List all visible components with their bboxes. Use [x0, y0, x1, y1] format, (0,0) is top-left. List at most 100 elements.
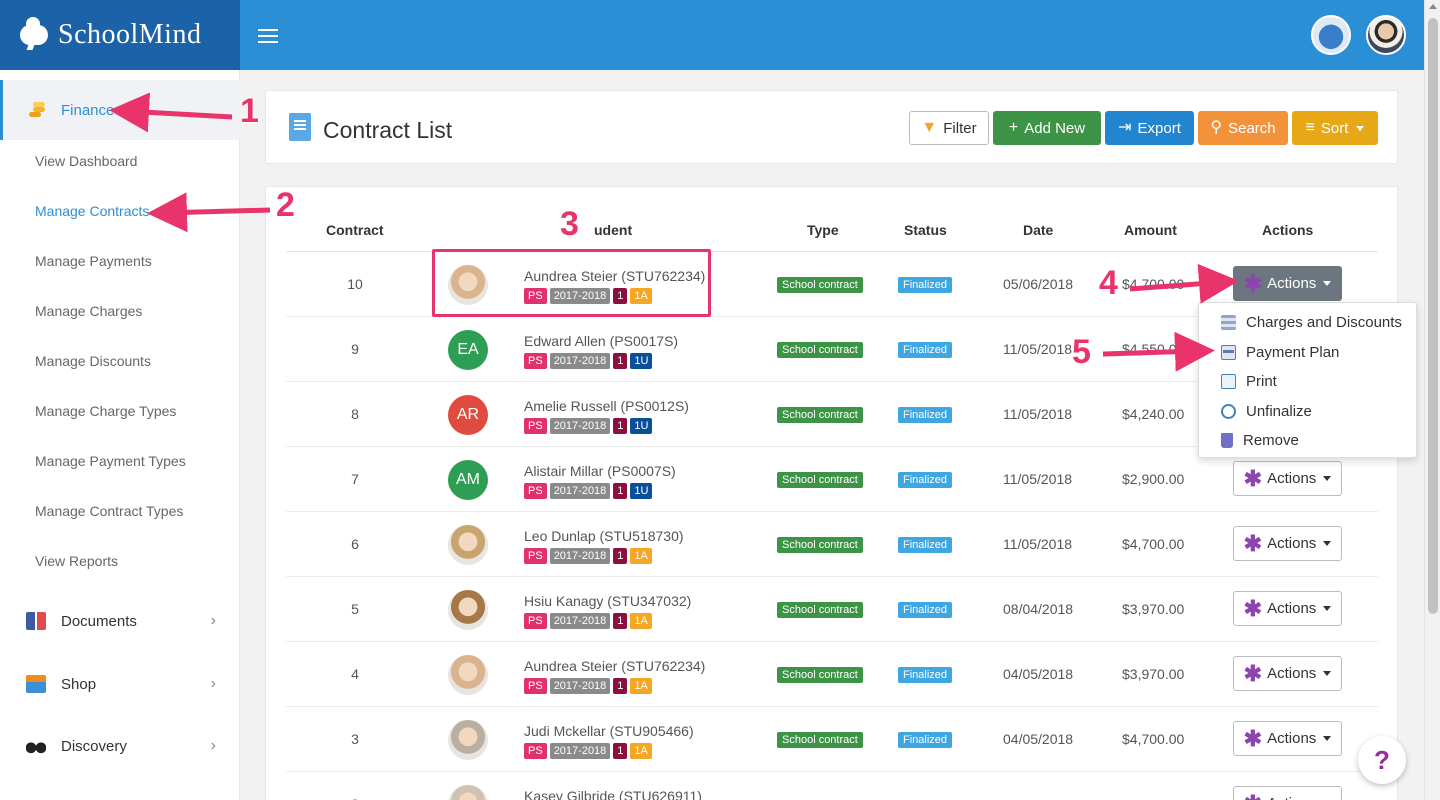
sidebar-item-finance[interactable]: Finance	[0, 80, 240, 140]
caret-down-icon	[1323, 476, 1332, 481]
student-avatar[interactable]	[448, 785, 488, 800]
actions-label: Actions	[1267, 275, 1317, 292]
actions-button[interactable]: ✱Actions	[1233, 786, 1342, 800]
sidebar-subitem-view-dashboard[interactable]: View Dashboard	[35, 153, 138, 169]
column-header-amount[interactable]: Amount	[1124, 222, 1177, 238]
export-button[interactable]: ⇥ Export	[1105, 111, 1194, 145]
add-new-button[interactable]: + Add New	[993, 111, 1101, 145]
student-name[interactable]: Hsiu Kanagy (STU347032)	[524, 593, 692, 609]
student-name[interactable]: Amelie Russell (PS0012S)	[524, 398, 689, 414]
contract-date: 11/05/2018	[1003, 341, 1073, 357]
binoculars-icon	[26, 737, 46, 755]
table-row: 5 Hsiu Kanagy (STU347032) PS 2017-2018 1 1A Sc…	[286, 577, 1378, 642]
scrollbar-thumb[interactable]	[1428, 18, 1438, 614]
annotation-number-3: 3	[559, 204, 580, 244]
sliders-icon: ≡	[1305, 119, 1315, 136]
student-tag: PS	[524, 548, 547, 564]
contract-number: 4	[351, 666, 359, 682]
contract-number: 6	[351, 536, 359, 552]
column-header-type[interactable]: Type	[807, 222, 839, 238]
student-avatar[interactable]: EA	[448, 330, 488, 370]
contract-amount: $2,900.00	[1122, 471, 1185, 487]
column-header-date[interactable]: Date	[1023, 222, 1054, 238]
student-name[interactable]: Judi Mckellar (STU905466)	[524, 723, 694, 739]
menu-item-unfinalize[interactable]: Unfinalize	[1221, 400, 1312, 422]
filter-button[interactable]: ▼ Filter	[909, 111, 989, 145]
sidebar-subitem-manage-charges[interactable]: Manage Charges	[35, 303, 143, 319]
student-tag: PS	[524, 483, 547, 499]
student-name[interactable]: Kasey Gilbride (STU626911)	[524, 788, 702, 800]
student-avatar[interactable]: AR	[448, 395, 488, 435]
asterisk-icon: ✱	[1243, 530, 1263, 556]
school-avatar[interactable]	[1311, 15, 1351, 55]
actions-button[interactable]: ✱Actions	[1233, 591, 1342, 626]
student-name[interactable]: Aundrea Steier (STU762234)	[524, 658, 706, 674]
search-button[interactable]: ⚲ Search	[1198, 111, 1288, 145]
scroll-up-icon[interactable]	[1429, 4, 1437, 9]
student-avatar[interactable]	[448, 655, 488, 695]
sidebar-subitem-manage-charge-types[interactable]: Manage Charge Types	[35, 403, 177, 419]
sidebar-subitem-manage-contracts[interactable]: Manage Contracts	[35, 203, 150, 219]
refresh-icon	[1221, 403, 1236, 419]
column-header-contract[interactable]: Contract	[326, 222, 384, 238]
table-row: 2 Kasey Gilbride (STU626911) ✱ Actions	[286, 772, 1378, 800]
sidebar-subitem-manage-payment-types[interactable]: Manage Payment Types	[35, 453, 186, 469]
actions-button[interactable]: ✱Actions	[1233, 721, 1342, 756]
user-avatar[interactable]	[1366, 15, 1406, 55]
actions-button[interactable]: ✱Actions	[1233, 266, 1342, 301]
contract-date: 11/05/2018	[1003, 536, 1073, 552]
column-header-status[interactable]: Status	[904, 222, 947, 238]
filter-label: Filter	[943, 119, 977, 137]
actions-button[interactable]: ✱Actions	[1233, 656, 1342, 691]
student-tag: 1	[613, 548, 628, 564]
chevron-right-icon: ›	[210, 737, 216, 754]
annotation-number-4: 4	[1098, 263, 1119, 303]
actions-button[interactable]: ✱Actions	[1233, 526, 1342, 561]
menu-item-remove[interactable]: Remove	[1221, 429, 1299, 451]
actions-label: Actions	[1267, 535, 1317, 552]
student-name[interactable]: Alistair Millar (PS0007S)	[524, 463, 676, 479]
student-tags: PS 2017-2018 1 1U	[524, 353, 653, 369]
student-avatar[interactable]	[448, 720, 488, 760]
student-avatar[interactable]	[448, 265, 488, 305]
page-header: Contract List ▼ Filter + Add New ⇥ Expor…	[265, 90, 1398, 164]
table-row: 6 Leo Dunlap (STU518730) PS 2017-2018 1 1A Sch…	[286, 512, 1378, 577]
student-tag: PS	[524, 353, 547, 369]
student-name[interactable]: Edward Allen (PS0017S)	[524, 333, 679, 349]
student-avatar[interactable]	[448, 525, 488, 565]
menu-item-print[interactable]: Print	[1221, 370, 1277, 392]
menu-item-payment-plan[interactable]: Payment Plan	[1221, 341, 1339, 363]
sidebar-subitem-manage-contract-types[interactable]: Manage Contract Types	[35, 503, 184, 519]
menu-item-charges-discounts[interactable]: Charges and Discounts	[1221, 311, 1402, 333]
annotation-number-1: 1	[239, 91, 260, 131]
contract-number: 5	[351, 601, 359, 617]
student-name[interactable]: Leo Dunlap (STU518730)	[524, 528, 684, 544]
clipboard-icon	[1221, 373, 1236, 389]
help-button[interactable]: ?	[1358, 736, 1406, 784]
caret-down-icon	[1356, 125, 1365, 131]
status-badge: Finalized	[898, 732, 953, 748]
page-scrollbar[interactable]	[1424, 0, 1440, 800]
sort-button[interactable]: ≡ Sort	[1292, 111, 1378, 145]
sidebar-item-discovery[interactable]: Discovery ›	[26, 737, 216, 755]
student-name[interactable]: Aundrea Steier (STU762234)	[524, 268, 706, 284]
shop-icon	[26, 675, 46, 693]
student-tag: 1A	[630, 548, 652, 564]
status-badge: Finalized	[898, 667, 953, 683]
column-header-student[interactable]: udent	[594, 222, 633, 238]
sidebar-subitem-view-reports[interactable]: View Reports	[35, 553, 119, 569]
student-avatar[interactable]: AM	[448, 460, 488, 500]
menu-toggle-icon[interactable]	[258, 29, 278, 43]
actions-button[interactable]: ✱Actions	[1233, 461, 1342, 496]
student-tag: 2017-2018	[549, 678, 611, 694]
contract-amount: $3,970.00	[1122, 601, 1185, 617]
brand-logo[interactable]: SchoolMind	[0, 0, 240, 70]
sidebar-item-documents[interactable]: Documents ›	[26, 612, 216, 630]
student-avatar[interactable]	[448, 590, 488, 630]
sidebar-subitem-manage-discounts[interactable]: Manage Discounts	[35, 353, 151, 369]
caret-down-icon	[1323, 281, 1332, 286]
sidebar-subitem-manage-payments[interactable]: Manage Payments	[35, 253, 152, 269]
actions-dropdown-menu: Charges and Discounts Payment Plan Print…	[1198, 302, 1417, 458]
header-divider	[286, 251, 1378, 252]
sidebar-item-shop[interactable]: Shop ›	[26, 675, 216, 693]
